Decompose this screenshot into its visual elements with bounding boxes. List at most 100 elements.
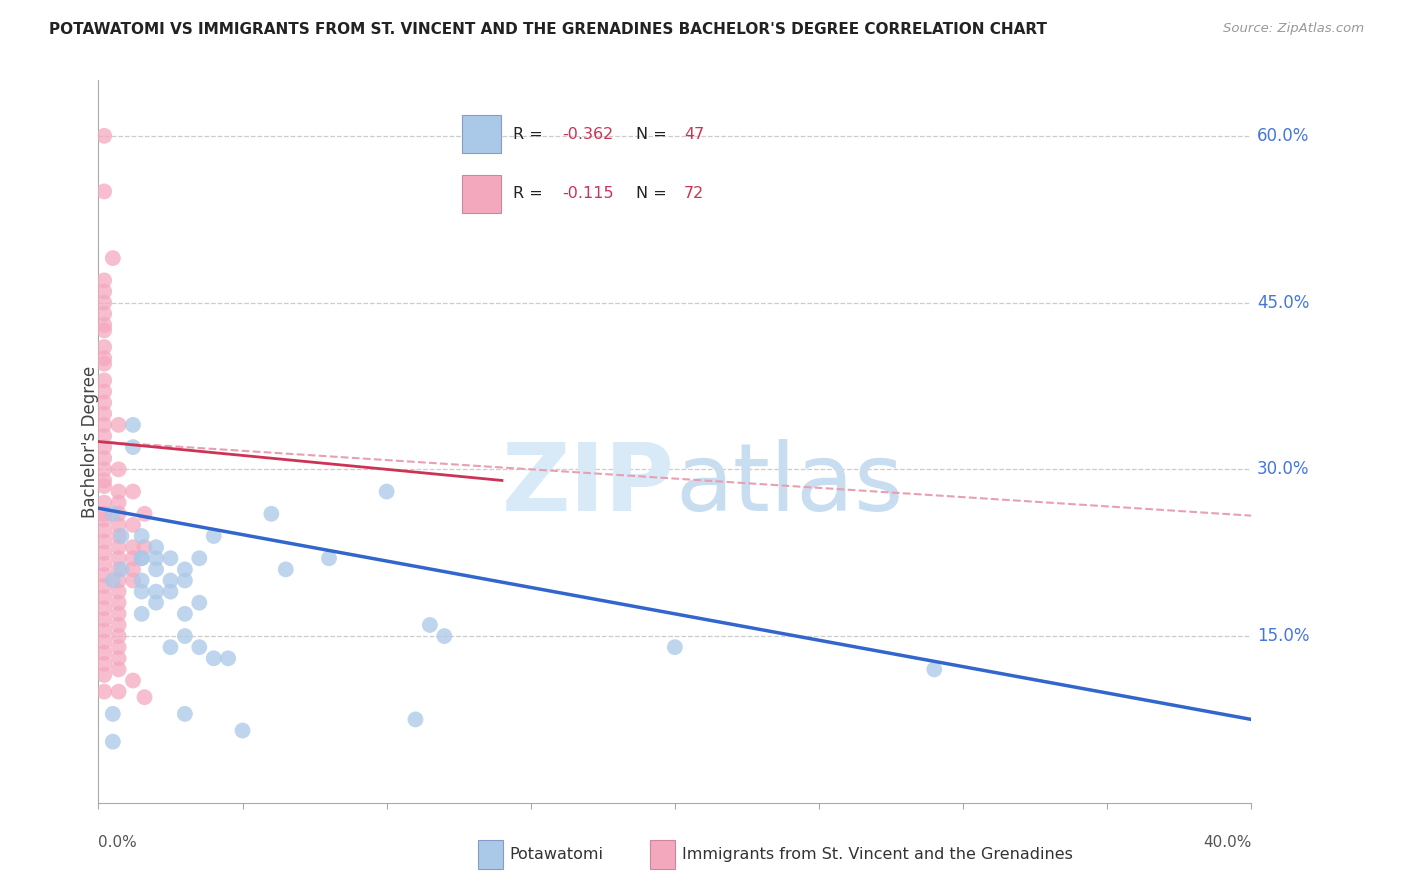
Point — [93, 546, 115, 560]
Point — [107, 584, 129, 599]
Point — [93, 128, 115, 143]
Point — [217, 651, 239, 665]
Text: POTAWATOMI VS IMMIGRANTS FROM ST. VINCENT AND THE GRENADINES BACHELOR'S DEGREE C: POTAWATOMI VS IMMIGRANTS FROM ST. VINCEN… — [49, 22, 1047, 37]
Point — [318, 551, 340, 566]
Point — [134, 540, 156, 554]
Point — [405, 713, 427, 727]
Point — [122, 673, 145, 688]
Point — [107, 540, 129, 554]
Point — [107, 640, 129, 655]
Point — [93, 657, 115, 671]
Point — [93, 407, 115, 421]
Point — [159, 574, 181, 588]
Point — [101, 574, 124, 588]
Point — [188, 596, 211, 610]
Point — [433, 629, 456, 643]
Point — [174, 562, 197, 576]
Point — [107, 618, 129, 632]
Point — [93, 524, 115, 538]
Text: 0.0%: 0.0% — [98, 835, 138, 850]
Point — [202, 651, 225, 665]
Bar — [478, 839, 503, 869]
Text: 40.0%: 40.0% — [1204, 835, 1251, 850]
Point — [101, 251, 124, 265]
Point — [110, 529, 132, 543]
Point — [93, 340, 115, 354]
Point — [107, 484, 129, 499]
Point — [202, 529, 225, 543]
Point — [101, 507, 124, 521]
Point — [122, 551, 145, 566]
Point — [274, 562, 297, 576]
Point — [122, 484, 145, 499]
Point — [107, 607, 129, 621]
Point — [93, 579, 115, 593]
Point — [107, 462, 129, 476]
Point — [93, 507, 115, 521]
Point — [131, 607, 153, 621]
Point — [93, 185, 115, 199]
Point — [131, 574, 153, 588]
Point — [107, 651, 129, 665]
Point — [93, 479, 115, 493]
Point — [93, 624, 115, 638]
Point — [131, 529, 153, 543]
Point — [107, 517, 129, 532]
Point — [122, 440, 145, 454]
Point — [107, 684, 129, 698]
Point — [419, 618, 441, 632]
Point — [188, 551, 211, 566]
Point — [107, 596, 129, 610]
Point — [134, 690, 156, 705]
Point — [93, 273, 115, 287]
Point — [122, 417, 145, 432]
Point — [93, 351, 115, 366]
Point — [93, 462, 115, 476]
Point — [107, 507, 129, 521]
Point — [93, 474, 115, 488]
Point — [107, 662, 129, 676]
Point — [107, 574, 129, 588]
Text: 45.0%: 45.0% — [1257, 293, 1309, 311]
Point — [188, 640, 211, 655]
Point — [93, 440, 115, 454]
Point — [93, 668, 115, 682]
Point — [93, 373, 115, 387]
Point — [93, 417, 115, 432]
Point — [122, 517, 145, 532]
Point — [93, 557, 115, 571]
Point — [93, 646, 115, 660]
Point — [174, 706, 197, 721]
Point — [107, 551, 129, 566]
Point — [145, 551, 167, 566]
Point — [131, 551, 153, 566]
Point — [93, 429, 115, 443]
Bar — [650, 839, 675, 869]
Text: Potawatomi: Potawatomi — [510, 847, 603, 862]
Point — [93, 684, 115, 698]
Y-axis label: Bachelor's Degree: Bachelor's Degree — [82, 366, 98, 517]
Point — [107, 562, 129, 576]
Point — [664, 640, 686, 655]
Point — [131, 584, 153, 599]
Point — [93, 534, 115, 549]
Point — [93, 512, 115, 526]
Point — [107, 417, 129, 432]
Point — [93, 451, 115, 466]
Point — [159, 584, 181, 599]
Point — [93, 307, 115, 321]
Point — [93, 318, 115, 332]
Point — [122, 574, 145, 588]
Point — [93, 634, 115, 648]
Point — [122, 540, 145, 554]
Text: 15.0%: 15.0% — [1257, 627, 1309, 645]
Point — [107, 629, 129, 643]
Point — [260, 507, 283, 521]
Point — [107, 529, 129, 543]
Point — [93, 357, 115, 371]
Point — [231, 723, 254, 738]
Text: atlas: atlas — [675, 439, 903, 531]
Point — [93, 568, 115, 582]
Text: Source: ZipAtlas.com: Source: ZipAtlas.com — [1223, 22, 1364, 36]
Point — [101, 734, 124, 748]
